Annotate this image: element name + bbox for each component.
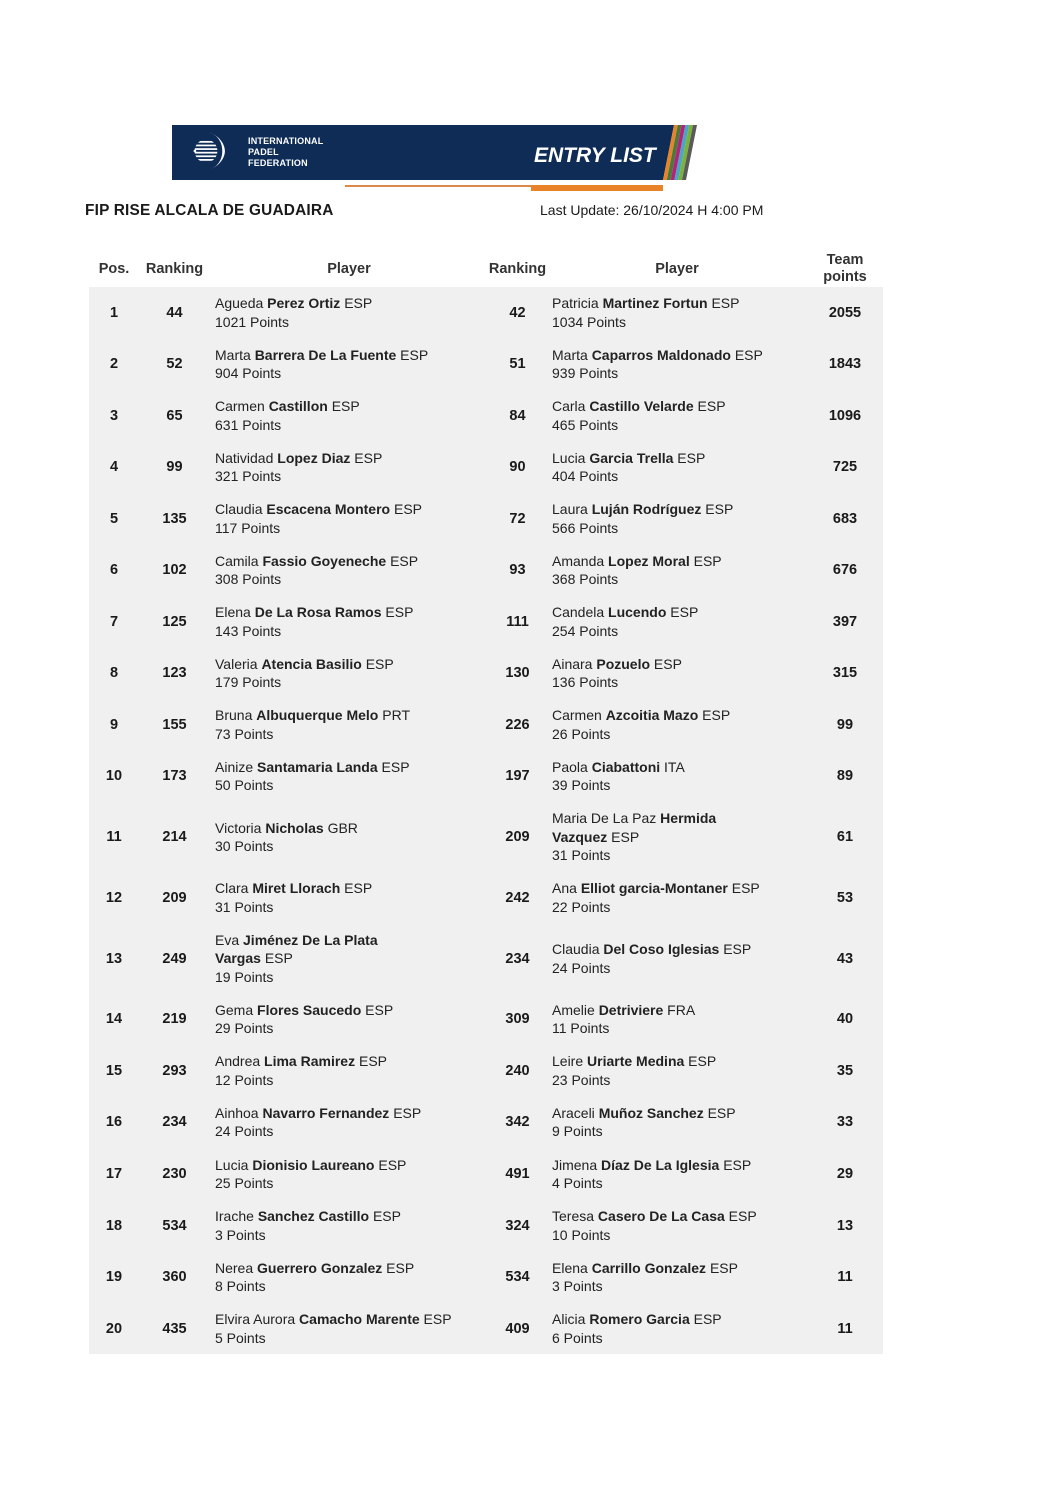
svg-text:FEDERATION: FEDERATION (248, 158, 308, 168)
svg-text:INTERNATIONAL: INTERNATIONAL (248, 136, 324, 146)
svg-text:PADEL: PADEL (248, 147, 279, 157)
svg-text:ENTRY LIST: ENTRY LIST (534, 144, 658, 167)
